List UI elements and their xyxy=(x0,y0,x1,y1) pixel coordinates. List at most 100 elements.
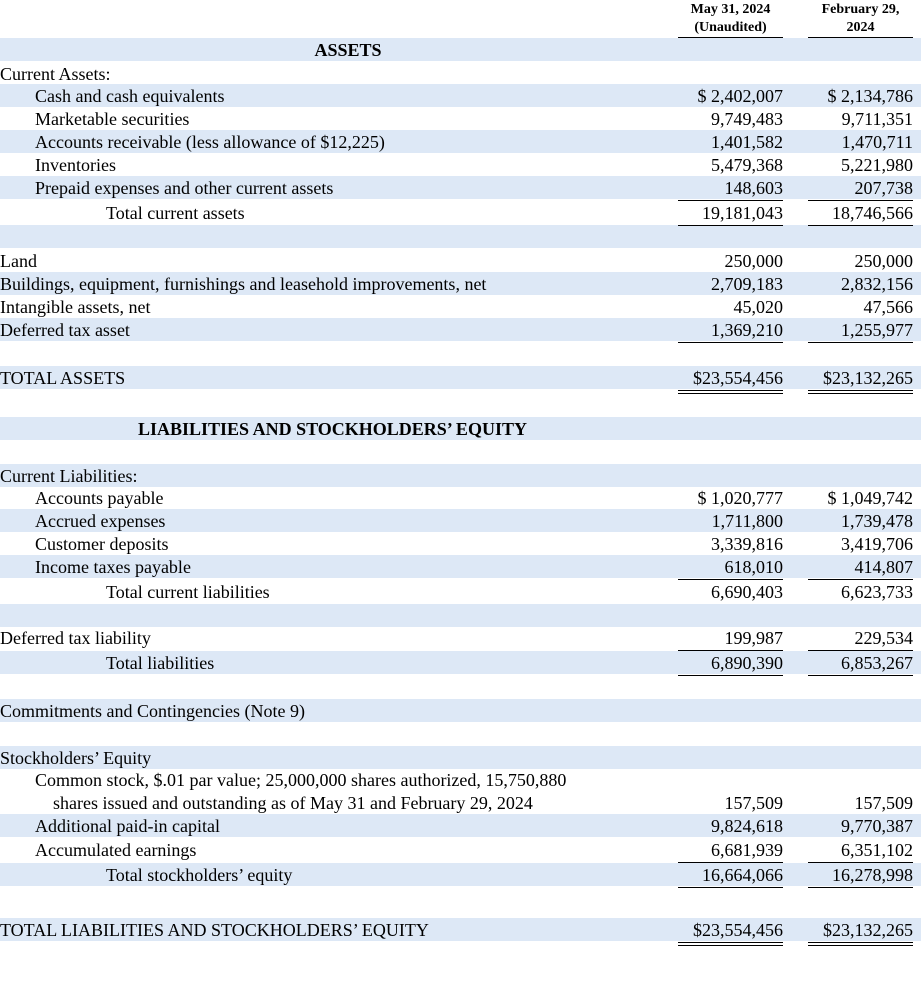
underline xyxy=(678,650,783,651)
row-stripe xyxy=(0,84,921,107)
amount: 1,255,977 xyxy=(841,320,913,340)
row-label: TOTAL ASSETS xyxy=(0,368,126,388)
row-label: TOTAL LIABILITIES AND STOCKHOLDERS’ EQUI… xyxy=(0,920,429,940)
amount: 9,749,483 xyxy=(711,109,783,129)
row-stripe xyxy=(0,509,921,532)
underline xyxy=(808,942,913,943)
amount: 6,351,102 xyxy=(841,840,913,860)
amount: 1,470,711 xyxy=(841,132,913,152)
amount: 5,479,368 xyxy=(711,155,783,175)
row-label: Deferred tax liability xyxy=(0,628,151,648)
row-stripe xyxy=(0,366,921,389)
amount: $23,554,456 xyxy=(693,920,783,940)
underline xyxy=(808,650,913,651)
row-stripe xyxy=(0,464,921,487)
row-label: Land xyxy=(0,251,37,271)
underline xyxy=(678,887,783,888)
row-label: Commitments and Contingencies (Note 9) xyxy=(0,701,305,721)
amount: 16,278,998 xyxy=(832,865,913,885)
amount: 18,746,566 xyxy=(832,203,913,223)
amount: 16,664,066 xyxy=(702,865,783,885)
underline xyxy=(678,862,783,863)
row-stripe xyxy=(0,555,921,578)
row-stripe xyxy=(0,318,921,341)
row-label: Total liabilities xyxy=(106,653,215,673)
amount: 6,690,403 xyxy=(711,582,783,602)
amount: 47,566 xyxy=(863,297,914,317)
underline xyxy=(808,945,913,946)
amount: 6,890,390 xyxy=(711,653,783,673)
row-label: Marketable securities xyxy=(35,109,190,129)
amount: 6,623,733 xyxy=(841,582,913,602)
header-rule xyxy=(808,37,913,38)
amount: $ 1,020,777 xyxy=(697,488,784,508)
row-label: Additional paid-in capital xyxy=(35,816,220,836)
amount: 148,603 xyxy=(724,178,784,198)
row-stripe xyxy=(0,918,921,941)
amount: $ 2,402,007 xyxy=(697,86,784,106)
underline xyxy=(678,675,783,676)
column-header: February 29, xyxy=(821,2,900,17)
underline xyxy=(808,225,913,226)
amount: $ 2,134,786 xyxy=(827,86,914,106)
amount: 199,987 xyxy=(724,628,784,648)
row-label: Total current liabilities xyxy=(106,582,270,602)
amount: 45,020 xyxy=(733,297,784,317)
amount: 2,709,183 xyxy=(711,274,783,294)
column-header: (Unaudited) xyxy=(694,20,767,35)
underline xyxy=(808,200,913,201)
row-stripe xyxy=(0,746,921,769)
amount: 3,419,706 xyxy=(841,534,913,554)
amount: 414,807 xyxy=(854,557,914,577)
amount: 9,824,618 xyxy=(711,816,783,836)
row-label: Accounts payable xyxy=(35,488,164,508)
row-label: Stockholders’ Equity xyxy=(0,748,152,768)
amount: $23,132,265 xyxy=(823,368,913,388)
row-stripe xyxy=(0,814,921,837)
amount: 19,181,043 xyxy=(702,203,783,223)
row-stripe xyxy=(0,863,921,886)
row-label: Accumulated earnings xyxy=(35,840,197,860)
amount: 1,739,478 xyxy=(841,511,913,531)
row-stripe xyxy=(0,225,921,248)
row-stripe xyxy=(0,417,921,440)
amount: $23,554,456 xyxy=(693,368,783,388)
row-label: Buildings, equipment, furnishings and le… xyxy=(0,274,487,294)
row-label: Accounts receivable (less allowance of $… xyxy=(35,132,385,152)
amount: 9,770,387 xyxy=(841,816,913,836)
amount: 1,401,582 xyxy=(711,132,783,152)
column-header: 2024 xyxy=(846,20,875,35)
row-label: Accrued expenses xyxy=(35,511,166,531)
row-label: Cash and cash equivalents xyxy=(35,86,225,106)
row-label: Common stock, $.01 par value; 25,000,000… xyxy=(35,770,567,790)
section-heading: ASSETS xyxy=(314,40,382,60)
underline xyxy=(678,393,783,394)
underline xyxy=(808,862,913,863)
row-label: Customer deposits xyxy=(35,534,169,554)
underline xyxy=(678,942,783,943)
row-stripe xyxy=(0,176,921,199)
row-stripe xyxy=(0,272,921,295)
underline xyxy=(678,579,783,580)
amount: 250,000 xyxy=(854,251,914,271)
underline xyxy=(808,390,913,391)
underline xyxy=(678,225,783,226)
amount: 5,221,980 xyxy=(841,155,913,175)
row-stripe xyxy=(0,699,921,722)
amount: 618,010 xyxy=(724,557,784,577)
row-label: Total current assets xyxy=(106,203,245,223)
row-label: Prepaid expenses and other current asset… xyxy=(35,178,334,198)
row-stripe xyxy=(0,130,921,153)
underline xyxy=(808,887,913,888)
amount: 2,832,156 xyxy=(841,274,913,294)
underline xyxy=(678,342,783,343)
row-label: Intangible assets, net xyxy=(0,297,151,317)
column-header: May 31, 2024 xyxy=(690,2,771,17)
amount: 1,369,210 xyxy=(711,320,783,340)
underline xyxy=(808,393,913,394)
amount: 157,509 xyxy=(854,793,914,813)
amount: 3,339,816 xyxy=(711,534,783,554)
amount: 229,534 xyxy=(854,628,914,648)
amount: 6,853,267 xyxy=(841,653,913,673)
